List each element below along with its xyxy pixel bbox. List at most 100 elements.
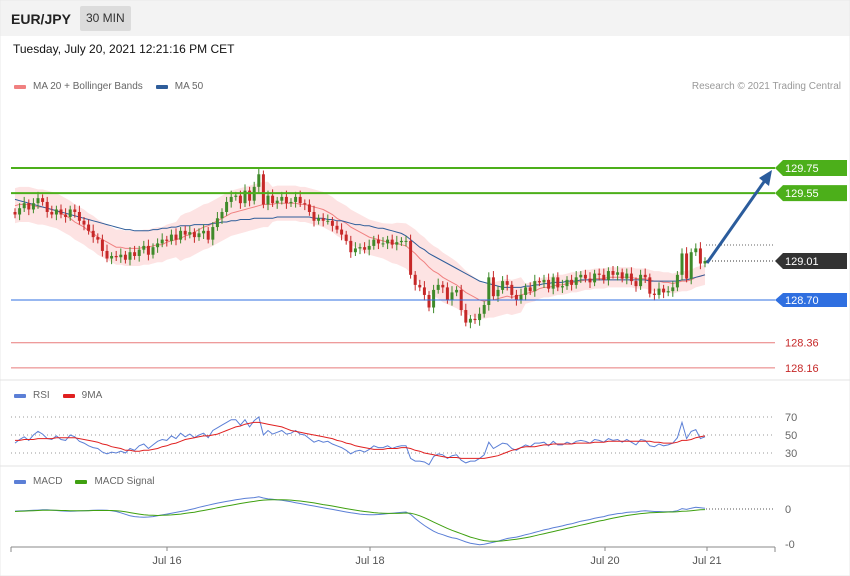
- candle: [18, 203, 22, 221]
- candle-body: [602, 274, 606, 280]
- candle-body: [22, 203, 26, 209]
- candle: [588, 272, 592, 289]
- candle: [666, 286, 670, 297]
- candle-body: [220, 211, 224, 219]
- candle: [551, 273, 555, 295]
- candle: [165, 235, 169, 247]
- candle-body: [123, 254, 127, 260]
- candle-body: [31, 203, 35, 210]
- candle-body: [680, 253, 684, 275]
- candle: [156, 238, 160, 253]
- rsi-ma-line: [15, 421, 706, 459]
- candle: [50, 205, 54, 219]
- candle-body: [41, 198, 45, 202]
- macd-signal-legend-label: MACD Signal: [94, 476, 155, 487]
- candle-body: [409, 240, 413, 275]
- candle-body: [652, 293, 656, 295]
- candle-body: [372, 239, 376, 246]
- candle: [137, 245, 141, 262]
- candle: [528, 282, 532, 295]
- candle: [54, 205, 58, 221]
- candle: [574, 271, 578, 289]
- candle: [689, 248, 693, 285]
- candle: [22, 196, 26, 212]
- candle: [105, 244, 109, 263]
- candle: [220, 208, 224, 224]
- candle: [560, 279, 564, 294]
- candle: [243, 184, 247, 207]
- ma20-legend-swatch: [14, 84, 26, 89]
- candle: [491, 271, 495, 300]
- candle: [657, 282, 661, 299]
- candle-body: [307, 204, 311, 212]
- candle: [505, 274, 509, 291]
- candle-body: [133, 252, 137, 256]
- candle-body: [27, 203, 31, 210]
- macd-legend-swatch: [14, 479, 26, 484]
- candle-body: [528, 287, 532, 292]
- candle-body: [289, 201, 293, 204]
- candle-body: [629, 273, 633, 282]
- candle-body: [616, 272, 620, 275]
- candle: [556, 272, 560, 292]
- candle: [593, 269, 597, 287]
- candle-body: [335, 225, 339, 230]
- candle-body: [464, 310, 468, 323]
- candle-body: [156, 243, 160, 248]
- timeframe-badge[interactable]: 30 MIN: [80, 6, 131, 31]
- forecast-arrow-shaft: [705, 178, 768, 264]
- candle-body: [238, 195, 242, 204]
- candle: [169, 229, 173, 245]
- candle-body: [510, 284, 514, 295]
- candle-body: [174, 234, 178, 240]
- candle: [128, 247, 132, 266]
- candle: [533, 274, 537, 297]
- candle-body: [505, 281, 509, 285]
- candle: [188, 225, 192, 239]
- candle-body: [284, 196, 288, 204]
- candle-body: [643, 274, 647, 278]
- ma50-legend-swatch: [155, 84, 168, 89]
- candle-body: [703, 261, 707, 264]
- candle: [413, 271, 417, 291]
- x-tick-label: Jul 21: [692, 555, 721, 567]
- candle: [330, 217, 334, 232]
- header-bar: EUR/JPY 30 MIN: [0, 0, 850, 36]
- candle: [36, 191, 40, 209]
- candle-body: [436, 284, 440, 290]
- candle: [510, 281, 514, 299]
- candle-body: [395, 242, 399, 245]
- candle: [294, 191, 298, 208]
- candle: [225, 196, 229, 216]
- candle-body: [211, 227, 215, 240]
- candle-body: [662, 288, 666, 293]
- candle-body: [519, 294, 523, 300]
- candle: [363, 242, 367, 254]
- candle: [409, 234, 413, 279]
- candle: [303, 199, 307, 211]
- candle-body: [689, 252, 693, 279]
- candle-body: [611, 271, 615, 275]
- candle-body: [524, 287, 528, 295]
- candle-body: [588, 278, 592, 283]
- candle: [206, 227, 210, 244]
- rsi-tick-label: 70: [785, 412, 797, 424]
- current-price-tag: [775, 253, 847, 269]
- candle-body: [188, 232, 192, 235]
- x-tick-label: Jul 20: [590, 555, 619, 567]
- candle-body: [128, 252, 132, 260]
- candle-body: [349, 240, 353, 253]
- candle: [353, 242, 357, 256]
- candle-body: [206, 230, 210, 240]
- candle-body: [280, 196, 284, 201]
- candle-body: [671, 287, 675, 292]
- candle: [142, 240, 146, 254]
- candle: [579, 271, 583, 283]
- candle-body: [698, 248, 702, 264]
- rsi-tick-label: 30: [785, 448, 797, 460]
- candle: [73, 204, 77, 218]
- candle: [487, 272, 491, 311]
- candle-body: [87, 224, 91, 231]
- candle: [643, 268, 647, 283]
- candle-body: [169, 234, 173, 241]
